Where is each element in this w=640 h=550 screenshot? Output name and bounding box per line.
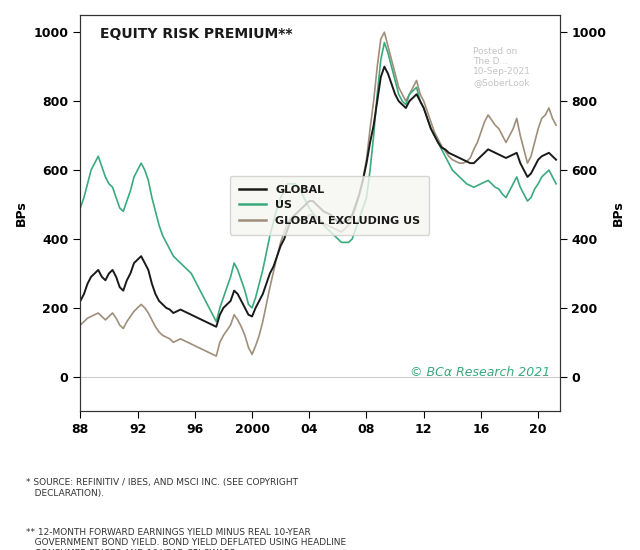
Legend: GLOBAL, US, GLOBAL EXCLUDING US: GLOBAL, US, GLOBAL EXCLUDING US [230, 176, 429, 235]
Text: EQUITY RISK PREMIUM**: EQUITY RISK PREMIUM** [100, 27, 292, 41]
Y-axis label: BPs: BPs [15, 200, 28, 226]
Text: Posted on
The D...
10-Sep-2021
@SoberLook: Posted on The D... 10-Sep-2021 @SoberLoo… [474, 47, 531, 87]
Text: © BCα Research 2021: © BCα Research 2021 [410, 366, 550, 379]
Y-axis label: BPs: BPs [612, 200, 625, 226]
Text: * SOURCE: REFINITIV / IBES, AND MSCI INC. (SEE COPYRIGHT
   DECLARATION).: * SOURCE: REFINITIV / IBES, AND MSCI INC… [26, 478, 298, 498]
Text: ** 12-MONTH FORWARD EARNINGS YIELD MINUS REAL 10-YEAR
   GOVERNMENT BOND YIELD. : ** 12-MONTH FORWARD EARNINGS YIELD MINUS… [26, 528, 346, 550]
